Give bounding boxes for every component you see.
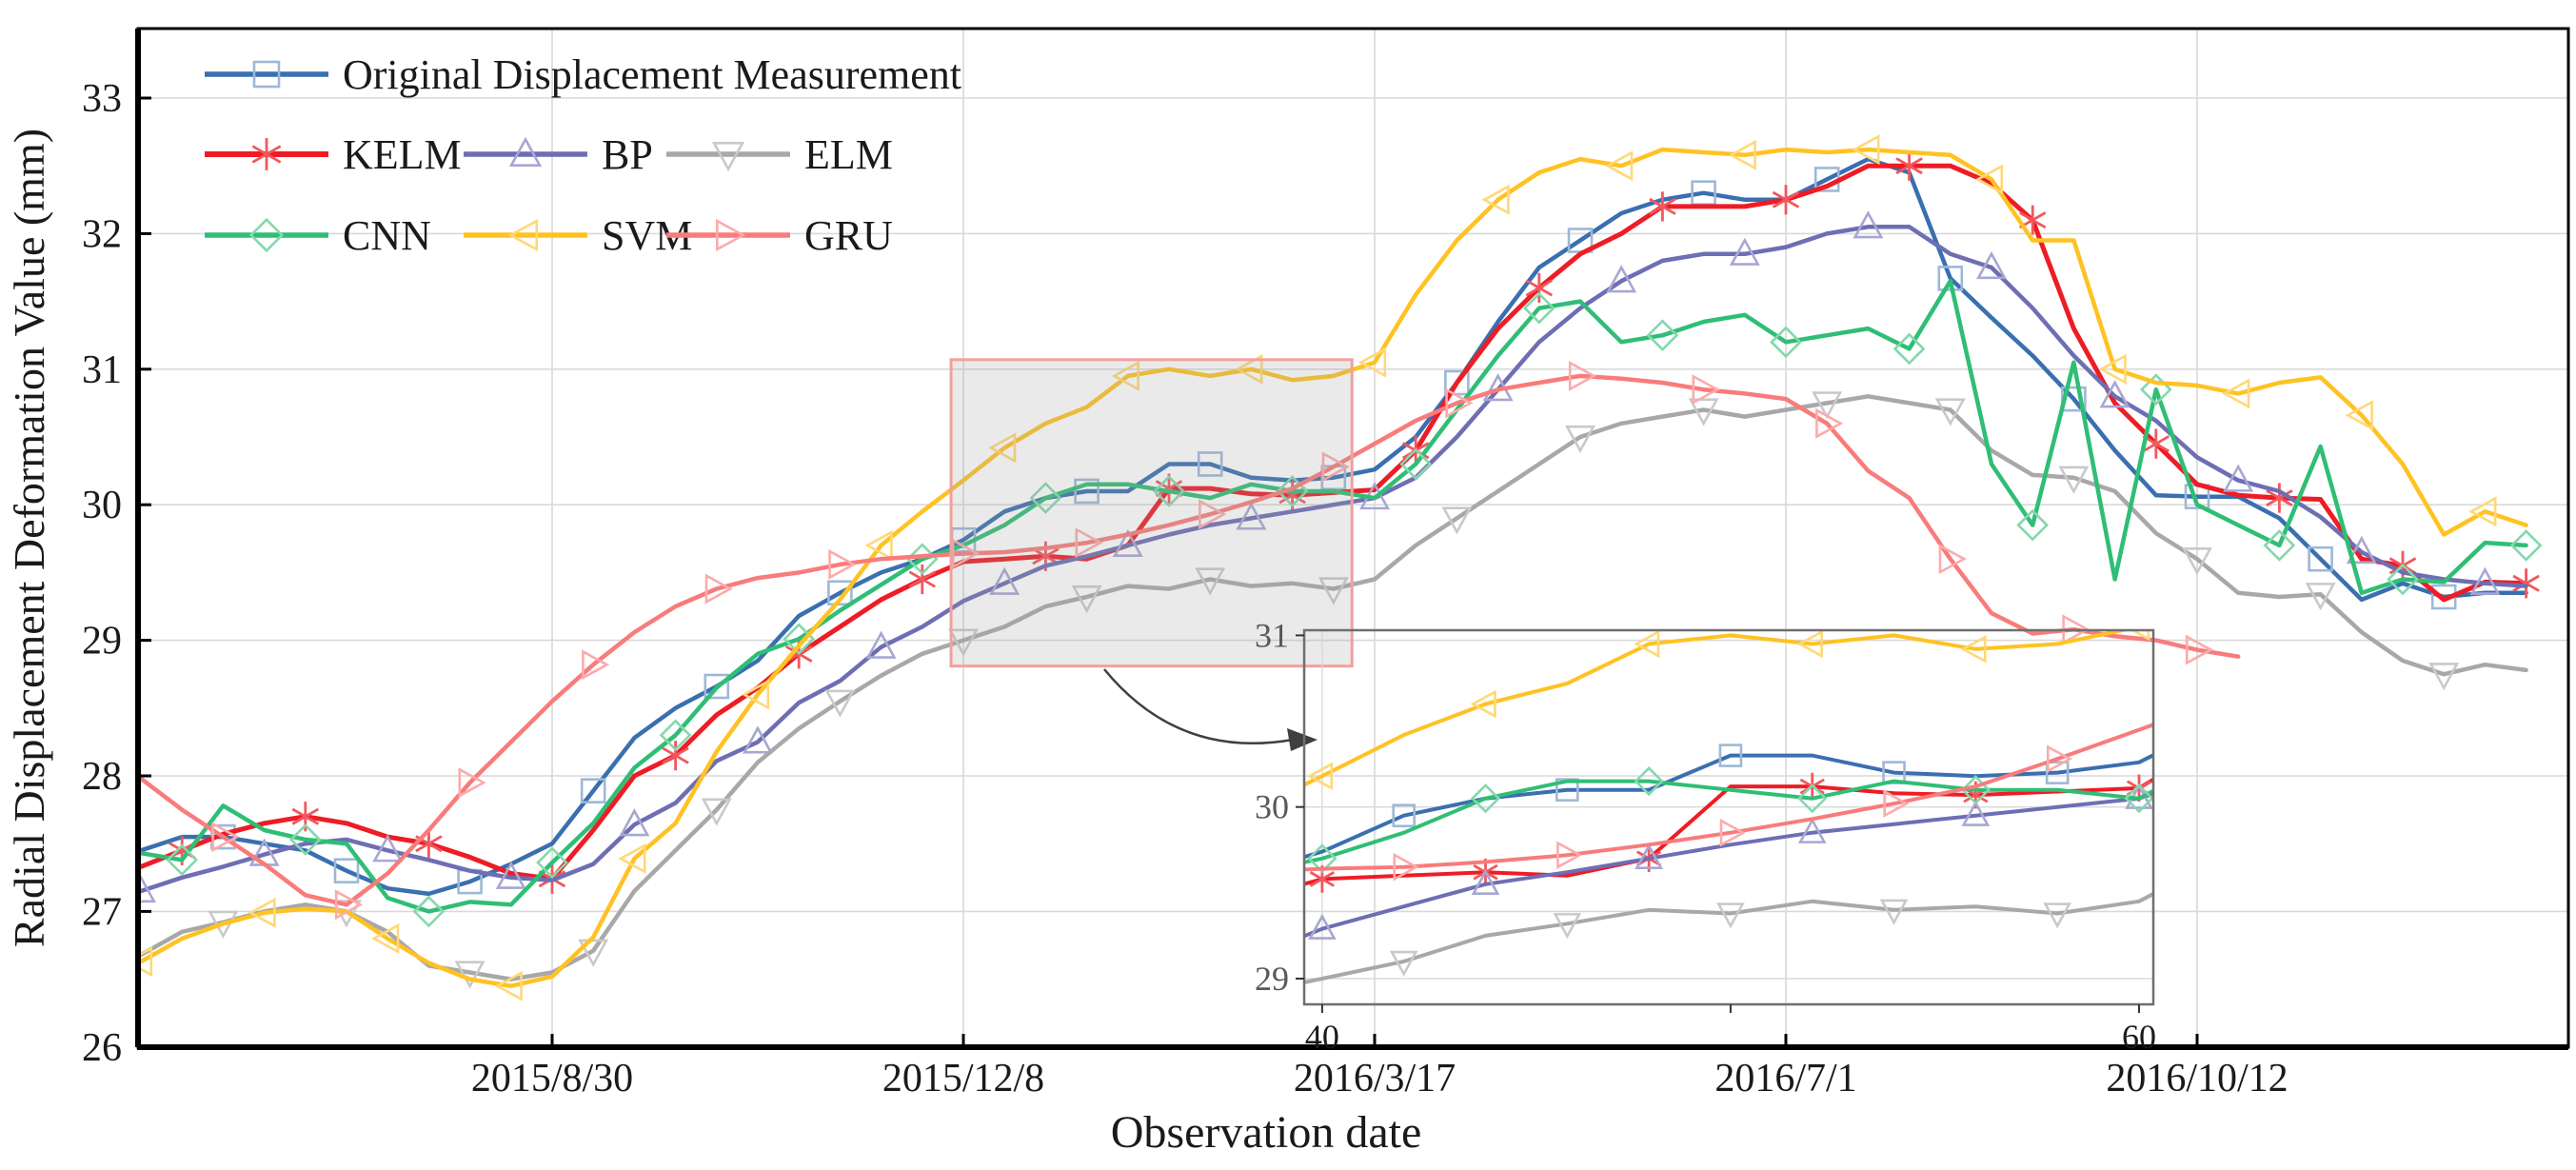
legend-label: KELM: [343, 131, 462, 178]
zoom-arrow: [1103, 668, 1318, 751]
y-tick-label: 29: [82, 620, 122, 664]
series-gru: [138, 360, 2241, 921]
legend-label: CNN: [343, 212, 431, 259]
series-svm: [138, 134, 2528, 1001]
legend-label: BP: [602, 131, 653, 178]
inset-y-tick-label: 29: [1255, 960, 1289, 998]
legend-item-elm: ELM: [666, 131, 893, 178]
series-elm: [138, 391, 2528, 989]
legend-item-cnn: CNN: [205, 212, 431, 259]
legend-label: GRU: [804, 212, 893, 259]
series-lines: [138, 134, 2543, 1001]
legend-item-bp: BP: [464, 131, 653, 178]
x-tick-label: 2015/8/30: [471, 1057, 633, 1101]
legend-item-gru: GRU: [666, 212, 893, 259]
series-cnn: [138, 278, 2543, 928]
y-tick-label: 33: [82, 77, 122, 121]
zoom-region-rect: [949, 358, 1354, 668]
plot-frame: 33 32 31 30 29 28 27 26 2015/8/30 2015/12/8 2016/3…: [82, 27, 2570, 1101]
y-tick-label: 27: [82, 890, 122, 934]
inset-y-tick-label: 30: [1255, 788, 1289, 826]
y-axis-title-text: Radial Displacement Deformation Value (m…: [5, 129, 53, 947]
y-tick-label: 30: [82, 484, 122, 527]
x-axis-title-text: Observation date: [1111, 1107, 1422, 1158]
legend-item-original-displacement-measurement: Original Displacement Measurement: [205, 51, 961, 98]
legend: Original Displacement Measurement KELM BP E…: [205, 51, 961, 259]
y-tick-label: 31: [82, 348, 122, 392]
legend-label: ELM: [804, 131, 893, 178]
x-tick-label: 2016/3/17: [1294, 1057, 1456, 1101]
y-tick-label: 26: [82, 1026, 122, 1070]
inset-plot: 29 30 31 40 60: [1255, 616, 2156, 1056]
inset-x-tick-label: 60: [2122, 1018, 2156, 1056]
y-tick-label: 32: [82, 212, 122, 256]
inset-series: [1304, 630, 2153, 985]
x-tick-label: 2016/10/12: [2106, 1057, 2288, 1101]
legend-item-kelm: KELM: [205, 131, 462, 178]
inset-y-tick-label: 31: [1255, 616, 1289, 654]
inset-x-tick-label: 40: [1305, 1018, 1339, 1056]
x-tick-label: 2016/7/1: [1714, 1057, 1856, 1101]
y-tick-label: 28: [82, 755, 122, 799]
x-tick-label: 2015/12/8: [882, 1057, 1044, 1101]
legend-label: Original Displacement Measurement: [343, 51, 961, 98]
